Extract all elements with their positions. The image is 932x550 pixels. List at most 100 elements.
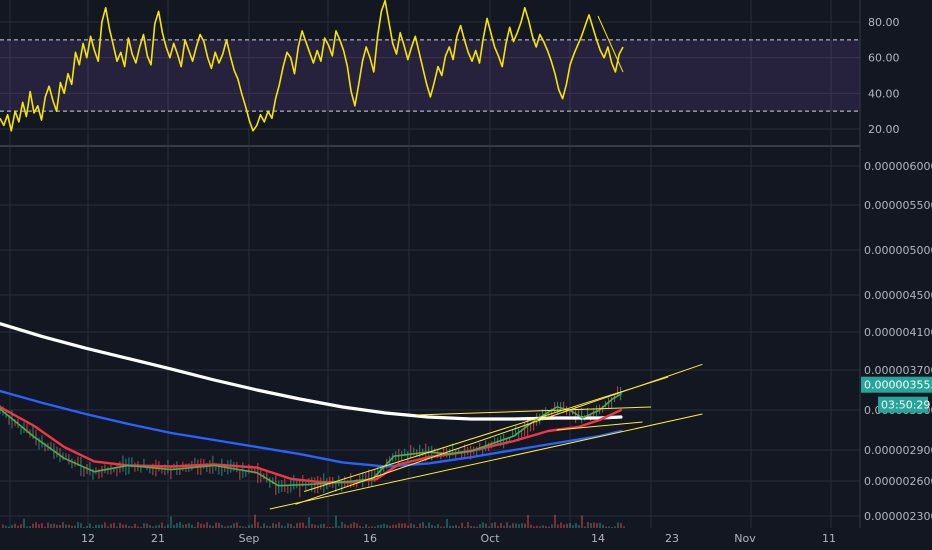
volume-bar — [296, 523, 298, 528]
volume-bar — [86, 525, 88, 528]
volume-bar — [5, 525, 7, 528]
volume-bar — [542, 525, 544, 528]
volume-bar — [581, 515, 583, 528]
time-axis-label: 16 — [363, 532, 377, 545]
volume-bar — [407, 525, 409, 528]
oscillator-line — [0, 0, 624, 132]
volume-bar — [413, 524, 415, 528]
volume-bar — [341, 522, 343, 528]
volume-bar — [221, 524, 223, 528]
countdown-tag — [878, 396, 928, 413]
volume-bar — [119, 522, 121, 528]
volume-bar — [512, 523, 514, 528]
volume-bar — [275, 524, 277, 528]
volume-bar — [290, 523, 292, 528]
price-axis-label: 0.0000050000 — [864, 244, 932, 257]
oscillator-axis-label: 40.00 — [868, 87, 900, 100]
volume-bar — [386, 524, 388, 528]
volume-bar — [623, 526, 625, 528]
volume-bar — [215, 522, 217, 528]
volume-bars — [2, 514, 625, 528]
volume-bar — [41, 523, 43, 528]
volume-bar — [440, 526, 442, 528]
volume-bar — [395, 524, 397, 528]
volume-bar — [602, 524, 604, 528]
price-pane[interactable] — [0, 322, 623, 487]
volume-bar — [527, 515, 529, 528]
volume-bar — [461, 522, 463, 528]
volume-bar — [560, 522, 562, 528]
volume-bar — [578, 525, 580, 528]
time-axis-label: Oct — [480, 532, 500, 545]
volume-bar — [557, 524, 559, 528]
volume-bar — [302, 522, 304, 528]
oscillator-axis-label: 20.00 — [868, 123, 900, 136]
volume-bar — [200, 523, 202, 528]
volume-bar — [173, 524, 175, 528]
trendline[interactable] — [415, 406, 652, 416]
volume-bar — [590, 523, 592, 528]
volume-bar — [152, 526, 154, 528]
volume-bar — [38, 524, 40, 528]
volume-bar — [146, 523, 148, 528]
volume-bar — [143, 523, 145, 528]
volume-bar — [506, 522, 508, 528]
volume-bar — [125, 524, 127, 528]
volume-bar — [287, 523, 289, 528]
time-axis-label: 21 — [151, 532, 165, 545]
volume-bar — [371, 526, 373, 528]
trendline[interactable] — [269, 413, 703, 510]
volume-bar — [122, 524, 124, 528]
volume-bar — [44, 526, 46, 528]
volume-bar — [437, 524, 439, 528]
volume-bar — [467, 522, 469, 528]
volume-bar — [554, 514, 556, 528]
volume-bar — [608, 526, 610, 528]
volume-bar — [323, 523, 325, 528]
volume-bar — [422, 522, 424, 528]
volume-bar — [539, 526, 541, 528]
volume-bar — [293, 526, 295, 528]
volume-bar — [251, 524, 253, 528]
volume-bar — [242, 526, 244, 528]
volume-bar — [239, 525, 241, 528]
volume-bar — [332, 526, 334, 528]
volume-bar — [95, 524, 97, 528]
volume-bar — [470, 525, 472, 528]
oscillator-band-fill — [0, 39, 860, 112]
volume-bar — [149, 525, 151, 528]
volume-bar — [272, 523, 274, 528]
volume-bar — [155, 525, 157, 528]
trendlines[interactable] — [269, 363, 703, 510]
ma-line-green — [0, 393, 622, 487]
volume-bar — [536, 525, 538, 528]
oscillator-pane[interactable] — [0, 0, 624, 132]
volume-bar — [29, 526, 31, 528]
time-axis-label: Sep — [239, 532, 260, 545]
price-axis[interactable]: 80.00 60.00 40.00 20.00 0.0000060000 0.000005… — [864, 16, 932, 523]
volume-bar — [473, 526, 475, 528]
volume-bar — [227, 525, 229, 528]
time-axis[interactable]: 12 21 Sep 16 Oct 14 23 Nov 11 — [0, 528, 932, 550]
trendline[interactable] — [556, 421, 643, 431]
volume-bar — [368, 526, 370, 528]
volume-bar — [53, 523, 55, 528]
volume-bar — [401, 523, 403, 528]
volume-bar — [80, 523, 82, 528]
volume-bar — [410, 523, 412, 528]
trendline[interactable] — [303, 376, 669, 492]
oscillator-axis-label: 80.00 — [868, 16, 900, 29]
volume-bar — [230, 525, 232, 528]
volume-bar — [587, 522, 589, 528]
volume-bar — [74, 525, 76, 528]
volume-bar — [419, 523, 421, 528]
volume-bar — [449, 525, 451, 528]
volume-bar — [338, 526, 340, 528]
volume-bar — [599, 522, 601, 528]
volume-bar — [131, 526, 133, 528]
time-axis-label: Nov — [734, 532, 756, 545]
volume-bar — [356, 523, 358, 528]
price-axis-label: 0.0000026000 — [864, 475, 932, 488]
volume-bar — [212, 525, 214, 528]
